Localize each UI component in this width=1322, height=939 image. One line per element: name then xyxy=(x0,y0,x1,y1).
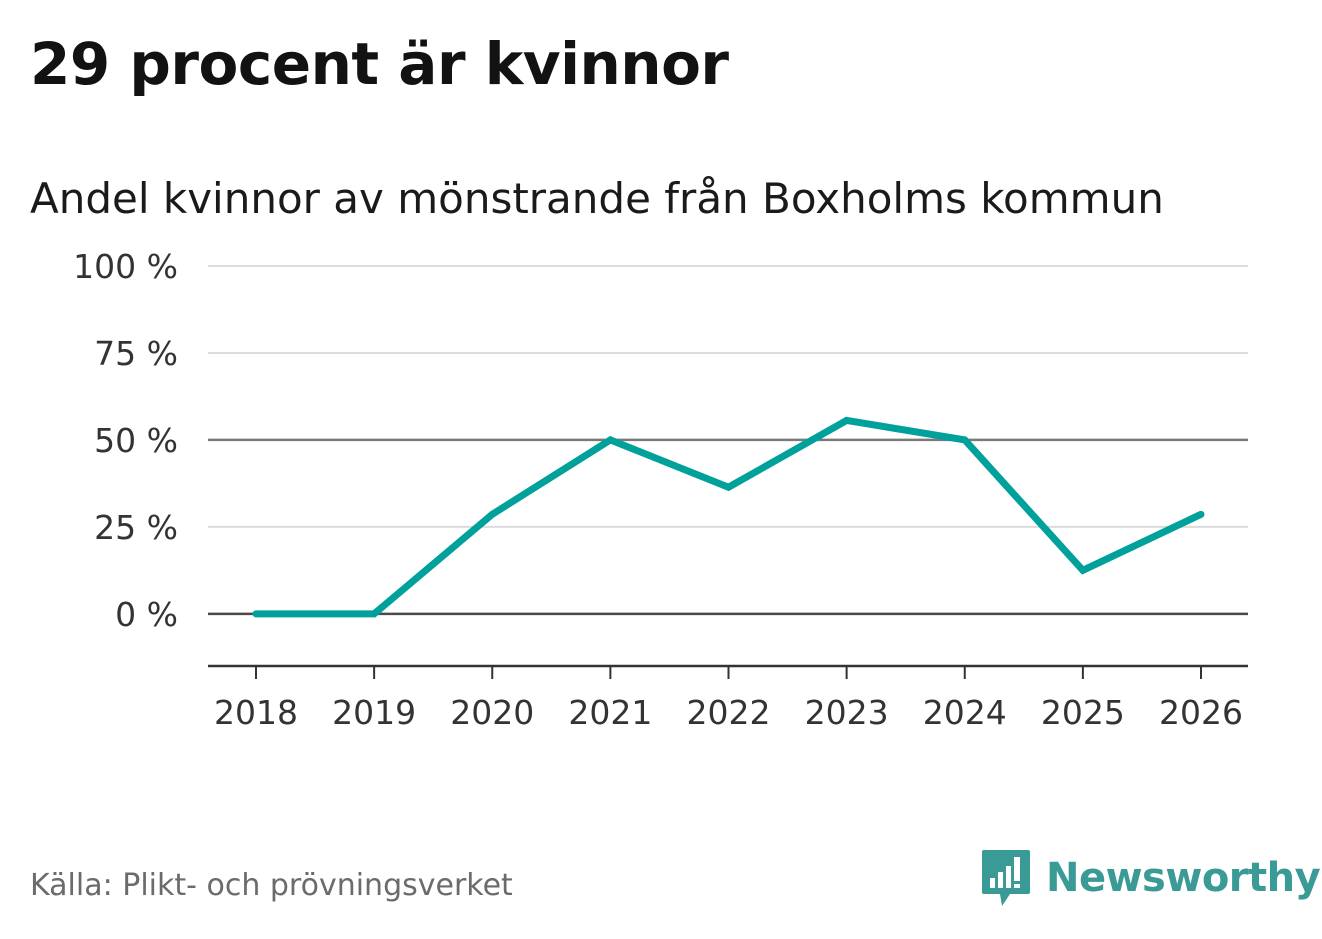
x-tick-label: 2023 xyxy=(805,693,889,732)
data-point xyxy=(370,610,378,618)
x-axis: 2018 2019 2020 2021 2022 2023 2024 2025 2026 xyxy=(208,664,1248,732)
y-tick-label: 25 % xyxy=(94,508,178,547)
series-line-0 xyxy=(256,416,1203,618)
brand-name: Newsworthy xyxy=(1046,855,1321,901)
data-point xyxy=(252,610,260,618)
grid-lines xyxy=(208,265,1248,616)
y-tick-label: 0 % xyxy=(115,595,178,634)
x-tick-label: 2025 xyxy=(1041,693,1125,732)
chart-title: 29 procent är kvinnor xyxy=(30,30,729,98)
chart-bubble-icon xyxy=(982,850,1030,906)
y-tick-label: 100 % xyxy=(73,247,178,286)
y-tick-label: 75 % xyxy=(94,334,178,373)
x-tick-label: 2020 xyxy=(450,693,534,732)
x-tick-label: 2021 xyxy=(568,693,652,732)
x-tick-label: 2024 xyxy=(923,693,1007,732)
brand-logo: Newsworthy xyxy=(980,848,1321,908)
data-point xyxy=(843,416,851,424)
x-tick-label: 2022 xyxy=(687,693,771,732)
x-tick-label: 2018 xyxy=(214,693,298,732)
data-point xyxy=(961,436,969,444)
y-tick-label: 50 % xyxy=(94,421,178,460)
x-tick-label: 2019 xyxy=(332,693,416,732)
data-point xyxy=(488,510,496,518)
data-point xyxy=(1197,510,1205,518)
x-tick-label: 2026 xyxy=(1159,693,1243,732)
y-axis-ticks: 0 % 25 % 50 % 75 % 100 % xyxy=(73,247,178,634)
data-point xyxy=(725,483,732,491)
source-note: Källa: Plikt- och prövningsverket xyxy=(30,868,513,903)
data-point xyxy=(606,436,614,444)
data-point xyxy=(1079,566,1087,574)
series-layer xyxy=(252,416,1205,618)
chart-subtitle: Andel kvinnor av mönstrande från Boxholm… xyxy=(30,174,1164,223)
